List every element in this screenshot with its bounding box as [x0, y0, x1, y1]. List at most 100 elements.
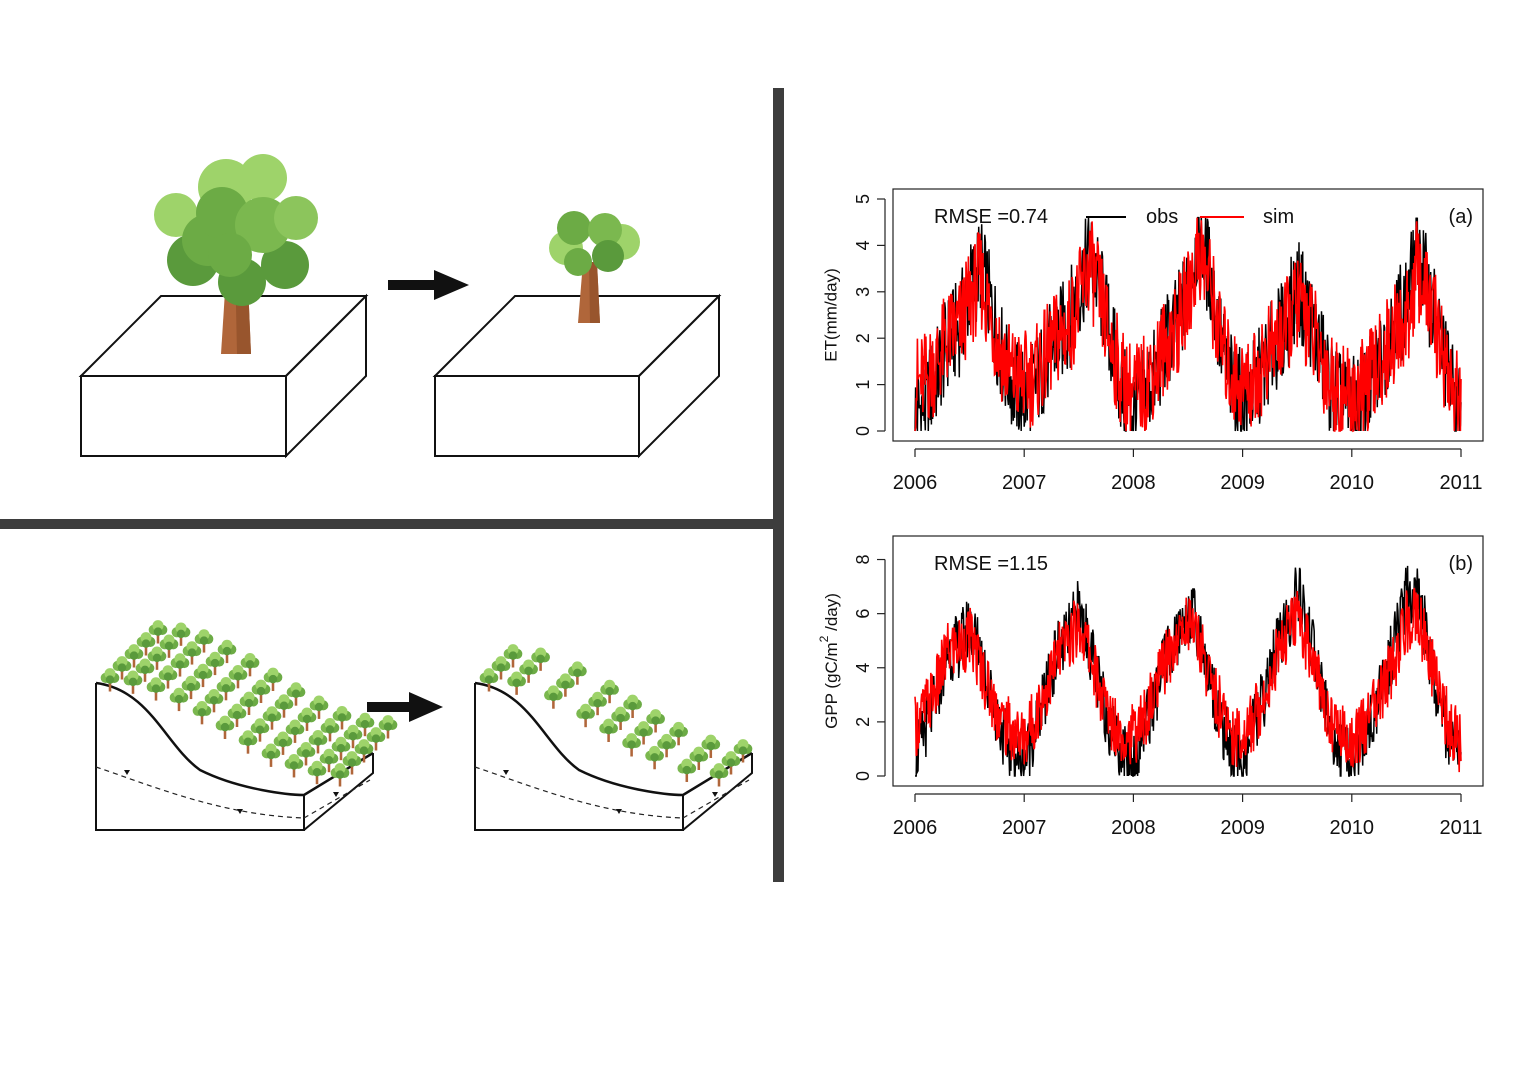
- vertical-divider: [773, 88, 784, 882]
- small-tree-icon: [355, 712, 375, 737]
- soil-block-right: [432, 293, 722, 459]
- small-tree-icon: [689, 746, 709, 770]
- y-tick-label: 4: [853, 663, 873, 673]
- small-tree-icon: [239, 691, 259, 715]
- rmse-annotation: RMSE =0.74: [934, 206, 1048, 228]
- small-tree-icon: [599, 718, 618, 742]
- water-table-line-side: [682, 779, 750, 819]
- small-tree-icon: [217, 639, 237, 664]
- small-tree-icon: [216, 676, 236, 701]
- deciduous-tree-icon: [154, 154, 318, 354]
- x-tick-label: 2006: [893, 817, 938, 839]
- small-tree-icon: [622, 733, 641, 757]
- panel-label: (a): [1449, 206, 1473, 228]
- small-tree-icon: [354, 739, 374, 763]
- small-tree-icon: [148, 620, 168, 644]
- small-tree-icon: [238, 730, 258, 754]
- small-tree-icon: [701, 734, 721, 758]
- small-tree-icon: [146, 677, 166, 701]
- small-tree-icon: [503, 644, 523, 668]
- small-tree-icon: [308, 730, 328, 754]
- x-tick-label: 2011: [1439, 472, 1482, 494]
- y-tick-label: 8: [853, 555, 873, 565]
- hill-surface: [474, 681, 753, 797]
- water-level-marker-icon: [237, 809, 243, 814]
- small-tree-icon: [251, 679, 271, 703]
- small-tree-icon: [600, 679, 619, 704]
- small-tree-icon: [112, 656, 132, 680]
- small-tree-icon: [274, 694, 294, 718]
- hillslope-thinning-panel: [95, 620, 753, 831]
- small-tree-icon: [192, 700, 212, 725]
- water-level-marker-icon: [616, 809, 622, 814]
- plot-frame: [892, 535, 1484, 787]
- small-tree-icon: [342, 751, 362, 775]
- y-axis-label: ET(mm/day): [822, 268, 841, 362]
- right-arrow-icon: [388, 270, 469, 300]
- pruned-tree-icon: [549, 211, 640, 323]
- small-tree-icon: [284, 754, 304, 778]
- small-tree-icon: [170, 653, 190, 677]
- x-tick-label: 2008: [1111, 817, 1156, 839]
- small-tree-icon: [261, 743, 281, 767]
- small-tree-icon: [147, 646, 167, 670]
- small-tree-icon: [240, 652, 260, 677]
- small-tree-icon: [204, 688, 224, 713]
- block-outline: [474, 683, 684, 831]
- horizontal-divider: [0, 519, 784, 529]
- x-tick-label: 2011: [1439, 817, 1482, 839]
- small-tree-icon: [169, 687, 189, 712]
- x-tick-label: 2007: [1002, 472, 1047, 494]
- small-tree-icon: [491, 656, 511, 680]
- small-tree-icon: [159, 634, 179, 658]
- rmse-annotation: RMSE =1.15: [934, 553, 1048, 575]
- small-tree-icon: [135, 658, 155, 682]
- y-tick-label: 2: [853, 717, 873, 727]
- block-side: [303, 753, 374, 831]
- small-tree-icon: [181, 675, 201, 700]
- y-tick-label: 3: [853, 287, 873, 297]
- small-tree-icon: [343, 724, 363, 749]
- legend-label-sim: sim: [1263, 206, 1294, 228]
- series-line-sim: [914, 587, 1462, 773]
- dense-forest-hillslope-icon: [95, 620, 398, 831]
- small-tree-icon: [123, 670, 143, 694]
- small-tree-icon: [182, 641, 202, 665]
- small-tree-icon: [568, 661, 587, 685]
- small-tree-icon: [588, 691, 607, 716]
- small-tree-icon: [273, 731, 293, 755]
- thinned-forest-hillslope-icon: [474, 644, 753, 831]
- small-tree-icon: [634, 721, 653, 745]
- small-tree-icon: [136, 632, 156, 656]
- small-tree-icon: [507, 671, 526, 695]
- x-tick-label: 2006: [893, 472, 938, 494]
- small-tree-icon: [320, 718, 340, 742]
- small-tree-icon: [194, 629, 214, 653]
- small-tree-icon: [158, 665, 178, 689]
- small-tree-icon: [319, 748, 339, 773]
- small-tree-icon: [709, 763, 729, 787]
- small-tree-icon: [331, 736, 351, 761]
- small-tree-icon: [733, 739, 753, 763]
- water-table-line-side: [303, 779, 371, 819]
- y-tick-label: 2: [853, 333, 873, 343]
- block-side: [682, 753, 753, 831]
- y-tick-label: 5: [853, 194, 873, 204]
- small-tree-icon: [669, 721, 688, 746]
- x-tick-label: 2010: [1330, 817, 1375, 839]
- small-tree-icon: [205, 651, 225, 676]
- x-tick-label: 2010: [1330, 472, 1375, 494]
- water-level-marker-icon: [124, 770, 130, 775]
- small-tree-icon: [228, 664, 248, 689]
- small-tree-icon: [479, 668, 499, 692]
- water-level-marker-icon: [712, 792, 718, 797]
- x-tick-label: 2008: [1111, 472, 1156, 494]
- series-line-obs: [915, 565, 1462, 778]
- small-tree-icon: [332, 706, 352, 730]
- small-tree-icon: [623, 694, 642, 718]
- right-arrow-icon: [367, 692, 443, 722]
- small-tree-icon: [296, 742, 316, 766]
- series-line-sim: [914, 217, 1462, 433]
- water-level-marker-icon: [333, 792, 339, 797]
